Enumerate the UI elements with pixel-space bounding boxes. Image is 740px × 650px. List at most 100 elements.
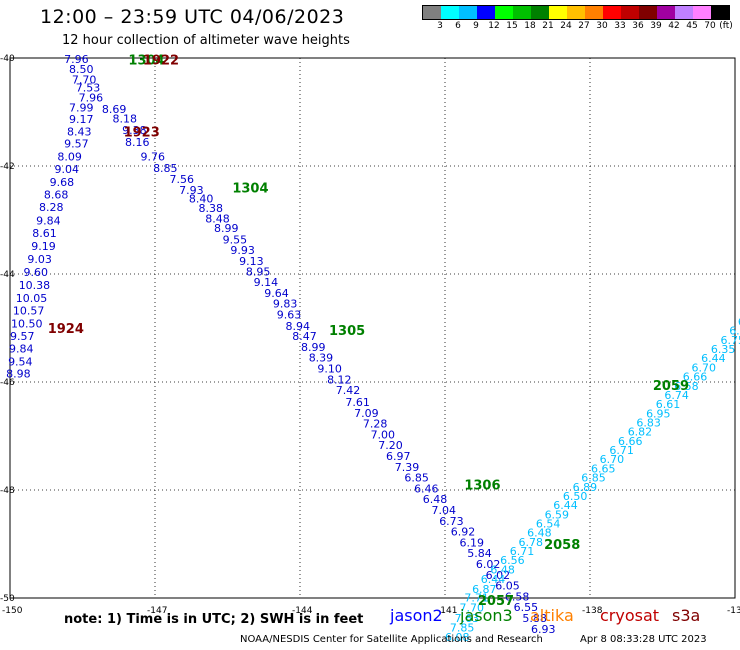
color-scale-labels: 3 6 9 12 15 18 21 24 27 30 33 36 39 42 45 70 (ft) — [422, 20, 733, 32]
color-swatch — [693, 6, 711, 19]
wave-height-value: 6.54 — [536, 517, 561, 530]
color-scale-label: 27 — [578, 21, 590, 31]
wave-height-value: 8.69 — [102, 103, 127, 116]
wave-height-value: 7.39 — [395, 461, 420, 474]
color-swatch — [531, 6, 549, 19]
wave-height-value: 6.19 — [460, 536, 485, 549]
wave-height-value: 5.88 — [522, 612, 547, 625]
wave-height-value: 6.74 — [664, 389, 689, 402]
wave-height-value: 8.95 — [246, 265, 271, 278]
legend-item-altika: altika — [530, 606, 574, 625]
color-swatch — [477, 6, 495, 19]
credit-line: NOAA/NESDIS Center for Satellite Applica… — [240, 634, 543, 645]
latitude-tick-label: -40 — [0, 54, 15, 64]
longitude-tick-label: -144 — [292, 606, 313, 616]
wave-height-color-scale: 3 6 9 12 15 18 21 24 27 30 33 36 39 42 45 70 (ft) — [422, 5, 733, 32]
longitude-tick-label: -150 — [2, 606, 23, 616]
wave-height-value: 7.00 — [371, 428, 396, 441]
wave-height-value: 5.84 — [467, 547, 492, 560]
wave-height-value: 8.47 — [292, 330, 317, 343]
wave-height-value: 6.75 — [721, 334, 740, 347]
wave-height-value: 6.55 — [514, 601, 539, 614]
wave-height-value: 8.94 — [286, 320, 311, 333]
pass-time-label: 2057 — [478, 594, 514, 609]
wave-height-value: 6.61 — [656, 398, 681, 411]
wave-height-value: 6.71 — [510, 545, 535, 558]
color-swatch — [639, 6, 657, 19]
wave-height-value: 7.63 — [455, 612, 480, 625]
wave-height-value: 6.71 — [609, 444, 634, 457]
wave-height-value: 6.65 — [591, 462, 616, 475]
wave-height-value: 8.09 — [57, 150, 82, 163]
wave-height-value: 8.18 — [112, 112, 137, 125]
wave-height-value: 6.35 — [711, 343, 736, 356]
wave-height-value: 9.63 — [277, 309, 302, 322]
wave-height-value: 6.48 — [490, 563, 515, 576]
color-scale-label: 24 — [560, 21, 572, 31]
color-scale-label: 30 — [596, 21, 608, 31]
wave-height-value: 8.28 — [39, 201, 64, 214]
wave-height-value: 6.66 — [683, 371, 708, 384]
color-scale-label: 15 — [506, 21, 518, 31]
wave-height-value: 7.09 — [354, 407, 379, 420]
latitude-tick-label: -50 — [0, 594, 15, 604]
wave-height-value: 6.92 — [451, 526, 476, 539]
wave-height-value: 9.54 — [8, 355, 33, 368]
wave-height-value: 6.94 — [729, 325, 740, 338]
color-scale-label: (ft) — [719, 21, 733, 31]
legend-item-cryosat: cryosat — [600, 606, 660, 625]
color-swatch — [603, 6, 621, 19]
wave-height-value: 9.17 — [69, 113, 94, 126]
wave-height-value: 6.08 — [445, 631, 470, 644]
map-frame — [9, 57, 736, 599]
pass-time-label: 1306 — [464, 479, 500, 494]
wave-height-value: 6.46 — [414, 482, 439, 495]
latitude-tick-label: -48 — [0, 486, 15, 496]
wave-height-value: 9.93 — [230, 244, 255, 257]
pass-time-label: 1304 — [232, 182, 268, 197]
pass-time-label: 1305 — [329, 324, 365, 339]
wave-height-value: 8.48 — [205, 212, 230, 225]
wave-height-value: 8.98 — [6, 367, 31, 380]
wave-height-value: 9.68 — [50, 176, 74, 189]
wave-height-value: 6.05 — [495, 580, 520, 593]
wave-height-value: 6.73 — [439, 515, 464, 528]
color-scale-label: 3 — [437, 21, 443, 31]
wave-height-value: 9.60 — [24, 266, 49, 279]
color-swatch — [657, 6, 675, 19]
wave-height-value: 10.05 — [16, 292, 48, 305]
wave-height-value: 9.10 — [317, 363, 342, 376]
wave-height-value: 8.38 — [199, 202, 224, 215]
color-swatch — [549, 6, 567, 19]
wave-height-value: 6.56 — [500, 554, 524, 567]
wave-height-value: 7.96 — [64, 53, 89, 66]
wave-height-value: 8.40 — [189, 192, 214, 205]
wave-height-value: 9.04 — [54, 163, 79, 176]
wave-height-value: 9.84 — [36, 215, 61, 228]
wave-height-value: 9.57 — [10, 330, 35, 343]
wave-height-value: 8.99 — [214, 222, 239, 235]
wave-height-value: 9.83 — [273, 298, 298, 311]
wave-height-value: 7.93 — [179, 184, 204, 197]
color-scale-label: 45 — [686, 21, 698, 31]
wave-height-value: 6.87 — [738, 316, 740, 329]
pass-time-label: 2058 — [544, 538, 580, 553]
wave-height-value: 6.85 — [404, 472, 429, 485]
wave-height-value: 10.57 — [13, 305, 45, 318]
wave-height-value: 6.44 — [701, 352, 726, 365]
map-title: 12:00 – 23:59 UTC 04/06/2023 — [40, 6, 345, 28]
wave-height-value: 7.96 — [79, 91, 104, 104]
wave-height-value: 9.13 — [239, 255, 264, 268]
wave-height-value: 8.99 — [301, 341, 326, 354]
wave-height-value: 6.78 — [518, 536, 543, 549]
latitude-tick-label: -44 — [0, 270, 15, 280]
color-swatch — [585, 6, 603, 19]
pass-time-label: 1924 — [48, 322, 84, 337]
wave-height-value: 7.85 — [450, 622, 475, 635]
pass-time-label: 1922 — [143, 54, 179, 69]
wave-height-value: 6.58 — [505, 590, 530, 603]
wave-height-value: 7.56 — [170, 173, 195, 186]
map-subtitle: 12 hour collection of altimeter wave hei… — [62, 33, 350, 48]
units-note: note: 1) Time is in UTC; 2) SWH is in fe… — [64, 612, 364, 627]
wave-height-value: 6.97 — [386, 450, 411, 463]
